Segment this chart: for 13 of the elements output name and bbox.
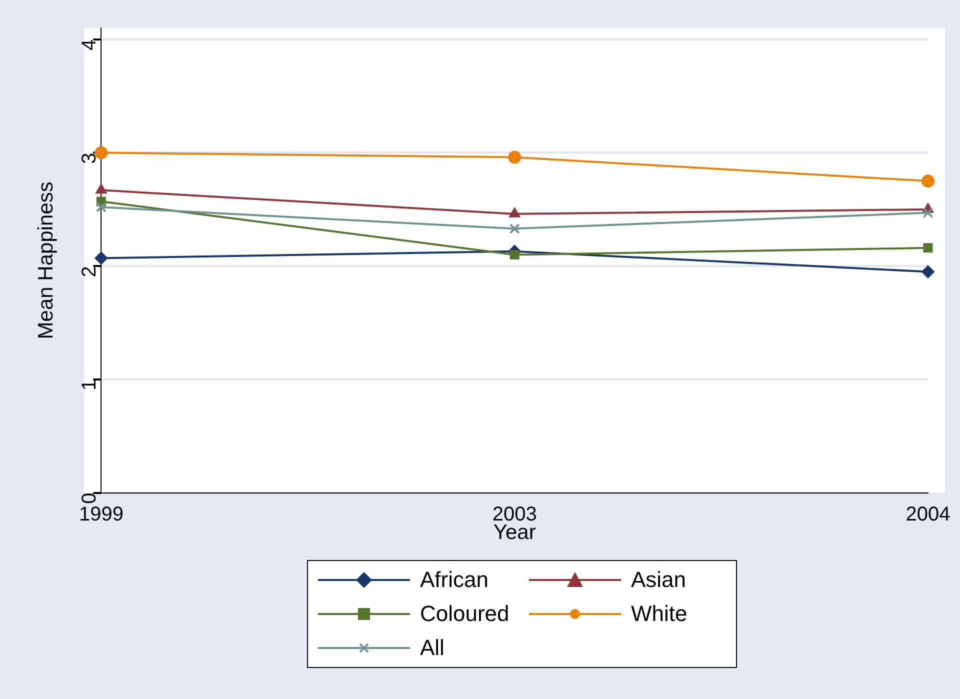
- y-tick-label: 1: [78, 379, 101, 391]
- legend-label: Coloured: [420, 601, 510, 627]
- y-axis-title: Mean Happiness: [34, 182, 58, 340]
- legend-label: White: [631, 601, 688, 627]
- y-tick-label: 0: [78, 492, 101, 504]
- x-tick-label: 1999: [78, 503, 124, 526]
- y-tick-label: 4: [78, 39, 101, 50]
- legend-label: All: [420, 635, 444, 661]
- x-tick-label: 2004: [906, 503, 950, 526]
- y-tick-label: 3: [78, 152, 101, 164]
- legend-label: African: [420, 567, 488, 593]
- legend-label: Asian: [631, 567, 686, 593]
- y-tick-label: 2: [78, 266, 101, 278]
